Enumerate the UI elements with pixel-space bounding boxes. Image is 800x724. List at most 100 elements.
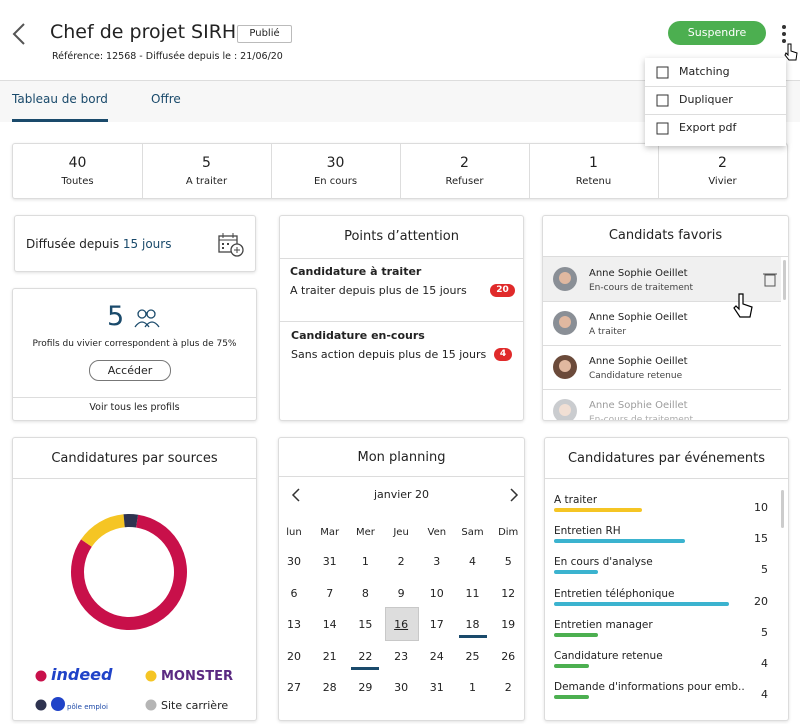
divider bbox=[142, 144, 143, 198]
menu-divider bbox=[645, 114, 786, 115]
calendar-day[interactable]: 23 bbox=[394, 649, 409, 663]
calendar-day[interactable]: 7 bbox=[326, 586, 334, 600]
weekday: lun bbox=[286, 527, 302, 538]
sources-card: Candidatures par sources indeed MONSTER pô… bbox=[12, 437, 257, 721]
calendar-day[interactable]: 17 bbox=[429, 618, 444, 631]
diffusion-card: Diffusée depuis 15 jours bbox=[14, 215, 256, 272]
calendar-day[interactable]: 27 bbox=[287, 681, 301, 694]
event-label: Candidature retenue bbox=[554, 650, 663, 662]
calendar-day[interactable]: 11 bbox=[465, 586, 480, 600]
counts-bar: 40 Toutes 5 A traiter 30 En cours 2 Refuser 1 Ret… bbox=[12, 143, 788, 199]
favori-row: Anne Sophie Oeillet En-cours de traitemen… bbox=[543, 389, 781, 421]
access-button[interactable]: Accéder bbox=[89, 360, 171, 381]
calendar-day[interactable]: 25 bbox=[465, 649, 480, 663]
count-value: 40 bbox=[68, 155, 87, 171]
calendar-day[interactable]: 1 bbox=[361, 555, 369, 568]
vivier-link[interactable]: Voir tous les profils bbox=[89, 402, 180, 413]
job-title: Chef de projet SIRH bbox=[50, 21, 237, 43]
divider bbox=[658, 144, 659, 198]
next-month[interactable] bbox=[509, 488, 519, 502]
calendar-day[interactable]: 13 bbox=[287, 618, 301, 631]
scrollbar[interactable] bbox=[783, 260, 786, 300]
calendar-day[interactable]: 4 bbox=[469, 555, 476, 568]
calendar-day[interactable]: 20 bbox=[287, 649, 301, 663]
favori-row: Anne Sophie Oeillet A traiter bbox=[543, 301, 781, 346]
icon-shape bbox=[656, 66, 669, 79]
calendar-day[interactable]: 22 bbox=[358, 649, 373, 663]
calendar-day[interactable]: 3 bbox=[433, 555, 441, 568]
more-button[interactable] bbox=[778, 24, 790, 46]
calendar-day[interactable]: 5 bbox=[504, 555, 512, 568]
avatar bbox=[553, 355, 577, 379]
delete-icon[interactable] bbox=[763, 271, 777, 287]
attention-card: Points d’attention Candidature à traiter… bbox=[279, 215, 524, 421]
back-arrow[interactable] bbox=[10, 22, 28, 46]
avatar bbox=[553, 311, 577, 335]
calendar-day[interactable]: 19 bbox=[501, 618, 516, 631]
favori-row: Anne Sophie Oeillet Candidature retenue bbox=[543, 345, 781, 390]
calendar-day[interactable]: 30 bbox=[394, 681, 409, 694]
tab[interactable]: Offre bbox=[151, 92, 181, 106]
attention-badge: 20 bbox=[490, 284, 515, 297]
prev-month[interactable] bbox=[291, 488, 301, 502]
calendar-day[interactable]: 15 bbox=[358, 618, 373, 631]
calendar-day[interactable]: 6 bbox=[290, 586, 298, 600]
calendar-day[interactable]: 28 bbox=[322, 681, 337, 694]
calendar-day[interactable]: 31 bbox=[322, 555, 337, 568]
avatar-bg bbox=[553, 399, 577, 420]
donut-segment bbox=[123, 514, 139, 528]
legend-swatch bbox=[145, 670, 157, 682]
calendar-day[interactable]: 2 bbox=[397, 555, 405, 568]
weekday: Mer bbox=[355, 527, 375, 538]
menu-item[interactable]: Matching bbox=[679, 65, 730, 78]
menu-icon bbox=[656, 122, 669, 135]
count-value: 2 bbox=[718, 155, 727, 171]
scrollbar[interactable] bbox=[781, 490, 784, 528]
calendar-day[interactable]: 21 bbox=[322, 649, 337, 663]
divider bbox=[529, 144, 530, 198]
calendar-day[interactable]: 18 bbox=[465, 618, 480, 631]
avatar bbox=[553, 267, 577, 291]
tab-underline bbox=[12, 119, 108, 122]
calendar-add-icon bbox=[218, 233, 244, 257]
donut-segment bbox=[81, 514, 126, 547]
divider bbox=[280, 321, 523, 322]
count-value: 30 bbox=[326, 155, 345, 171]
calendar-day[interactable]: 30 bbox=[287, 555, 301, 568]
event-bar bbox=[554, 601, 729, 606]
calendar-day[interactable]: 2 bbox=[504, 681, 512, 694]
count-label: En cours bbox=[313, 176, 358, 187]
calendar-day[interactable]: 12 bbox=[501, 586, 516, 600]
count-label: A traiter bbox=[185, 176, 228, 187]
vivier-card: 5 Profils du vivier correspondent à plus… bbox=[12, 288, 257, 421]
menu-icon bbox=[656, 66, 669, 79]
attention-title: Candidature à traiter bbox=[290, 265, 422, 278]
logo-mark bbox=[51, 697, 65, 711]
suspend-button[interactable]: Suspendre bbox=[668, 21, 766, 45]
menu-item[interactable]: Dupliquer bbox=[679, 93, 733, 106]
cursor bbox=[733, 293, 753, 318]
tab-active[interactable]: Tableau de bord bbox=[12, 92, 108, 106]
menu-icon bbox=[656, 94, 669, 107]
weekday: Ven bbox=[427, 527, 447, 538]
divider bbox=[400, 144, 401, 198]
menu-item[interactable]: Export pdf bbox=[679, 121, 737, 134]
favori-name: Anne Sophie Oeillet bbox=[589, 356, 688, 367]
calendar-day[interactable]: 1 bbox=[469, 681, 476, 694]
event-bar bbox=[554, 570, 598, 575]
calendar-day[interactable]: 29 bbox=[358, 681, 373, 694]
diffusion-duration: 15 jours bbox=[122, 237, 172, 251]
calendar-day[interactable]: 24 bbox=[429, 649, 444, 663]
calendar-day[interactable]: 14 bbox=[322, 618, 337, 631]
favoris-card: Candidats favoris Anne Sophie Oeillet En-… bbox=[542, 215, 789, 421]
calendar-day[interactable]: 31 bbox=[429, 681, 444, 694]
weekday: Dim bbox=[498, 527, 519, 538]
count-label: Vivier bbox=[708, 176, 737, 187]
calendar-day[interactable]: 10 bbox=[429, 586, 444, 600]
calendar-day[interactable]: 26 bbox=[501, 649, 516, 663]
favori-status: En-cours de traitement bbox=[589, 415, 694, 421]
calendar-day[interactable]: 16 bbox=[394, 618, 409, 631]
calendar-day[interactable]: 9 bbox=[397, 586, 405, 600]
calendar-day[interactable]: 8 bbox=[361, 586, 369, 600]
